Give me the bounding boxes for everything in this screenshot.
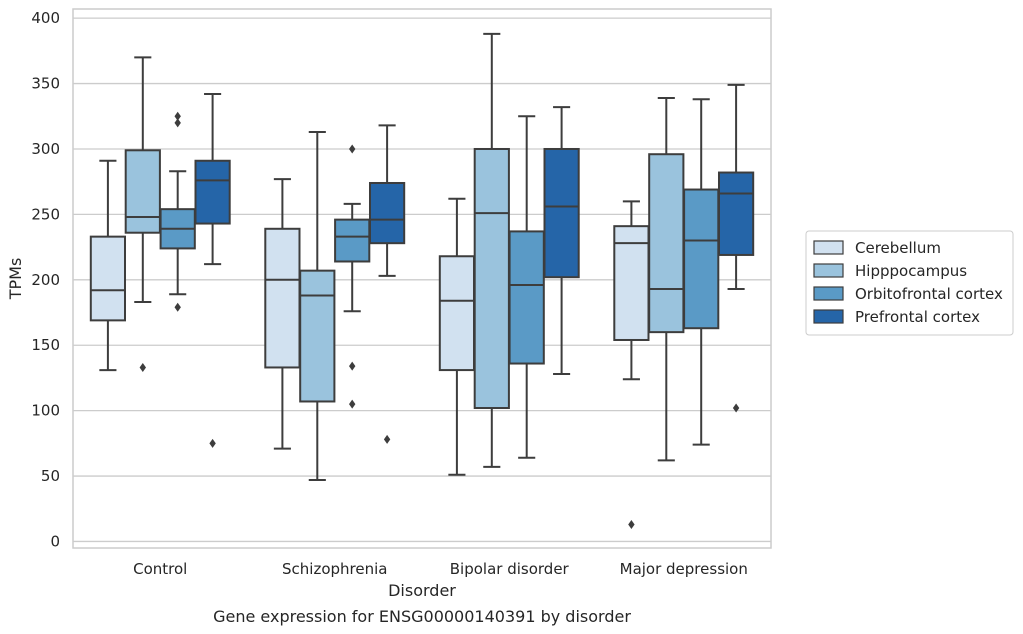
iqr-box xyxy=(368,181,406,245)
y-tick-label: 250 xyxy=(31,205,60,223)
box-3-3 xyxy=(717,83,755,413)
legend-label: Orbitofrontal cortex xyxy=(855,285,1003,303)
box-2-0 xyxy=(159,111,196,312)
outlier-point xyxy=(174,302,181,312)
y-tick-label: 100 xyxy=(31,402,60,420)
iqr-box xyxy=(543,147,580,279)
outlier-point xyxy=(383,434,391,444)
legend-swatch xyxy=(813,309,844,324)
iqr-box xyxy=(334,218,371,263)
iqr-box xyxy=(194,159,231,225)
x-tick-label: Major depression xyxy=(620,560,748,578)
legend: Cerebellum Hipppocampus Orbitofrontal cort… xyxy=(805,230,1014,336)
box-2-1 xyxy=(334,144,371,409)
box-3-0 xyxy=(194,93,231,448)
y-tick-label: 50 xyxy=(41,467,60,485)
x-tick-label: Control xyxy=(133,560,187,578)
box-2-2 xyxy=(508,115,545,459)
chart-caption: Gene expression for ENSG00000140391 by d… xyxy=(213,607,631,626)
x-axis-label: Disorder xyxy=(388,581,456,600)
outlier-point xyxy=(349,144,356,154)
y-tick-label: 0 xyxy=(50,532,60,550)
iqr-box xyxy=(89,235,127,322)
legend-frame xyxy=(805,230,1014,336)
iqr-box xyxy=(508,230,545,365)
y-tick-label: 200 xyxy=(31,271,60,289)
box-0-2 xyxy=(438,197,476,476)
box-1-2 xyxy=(473,32,510,468)
iqr-box xyxy=(648,153,685,334)
outlier-point xyxy=(139,362,146,372)
outlier-point xyxy=(349,361,356,371)
y-tick-label: 150 xyxy=(31,336,60,354)
iqr-box xyxy=(124,149,161,234)
box-1-1 xyxy=(299,130,336,481)
y-axis-label: TPMs xyxy=(6,258,25,301)
box-2-3 xyxy=(683,98,720,446)
box-0-1 xyxy=(264,178,301,450)
legend-label: Cerebellum xyxy=(855,239,941,257)
iqr-box xyxy=(438,255,476,372)
y-tick-label: 300 xyxy=(31,140,60,158)
legend-swatch xyxy=(813,263,844,278)
y-tick-label: 350 xyxy=(31,75,60,93)
box-0-0 xyxy=(89,159,127,372)
outlier-point xyxy=(174,118,181,128)
iqr-box xyxy=(473,147,510,410)
legend-label: Prefrontal cortex xyxy=(855,308,980,326)
box-3-2 xyxy=(543,106,580,376)
legend-label: Hipppocampus xyxy=(855,262,967,280)
iqr-box xyxy=(683,188,720,330)
legend-swatch xyxy=(813,286,844,301)
boxes xyxy=(89,32,755,529)
y-axis-ticks: 0 50 100 150 200 250 300 350 400 xyxy=(31,9,60,550)
iqr-box xyxy=(264,227,301,369)
outlier-point xyxy=(174,111,181,121)
box-3-1 xyxy=(368,124,406,444)
outlier-point xyxy=(209,438,216,448)
y-tick-label: 400 xyxy=(31,9,60,27)
legend-swatch xyxy=(813,240,844,255)
outlier-point xyxy=(628,519,635,529)
box-1-0 xyxy=(124,56,161,372)
iqr-box xyxy=(717,171,755,256)
iqr-box xyxy=(299,269,336,403)
x-axis-ticks: Control Schizophrenia Bipolar disorder Majo… xyxy=(133,560,748,578)
plot-frame xyxy=(72,8,772,549)
x-tick-label: Bipolar disorder xyxy=(450,560,570,578)
box-1-3 xyxy=(648,96,685,462)
outlier-point xyxy=(349,399,356,409)
iqr-box xyxy=(613,225,650,341)
box-0-3 xyxy=(613,200,650,529)
outlier-point xyxy=(732,403,740,413)
x-tick-label: Schizophrenia xyxy=(282,560,387,578)
